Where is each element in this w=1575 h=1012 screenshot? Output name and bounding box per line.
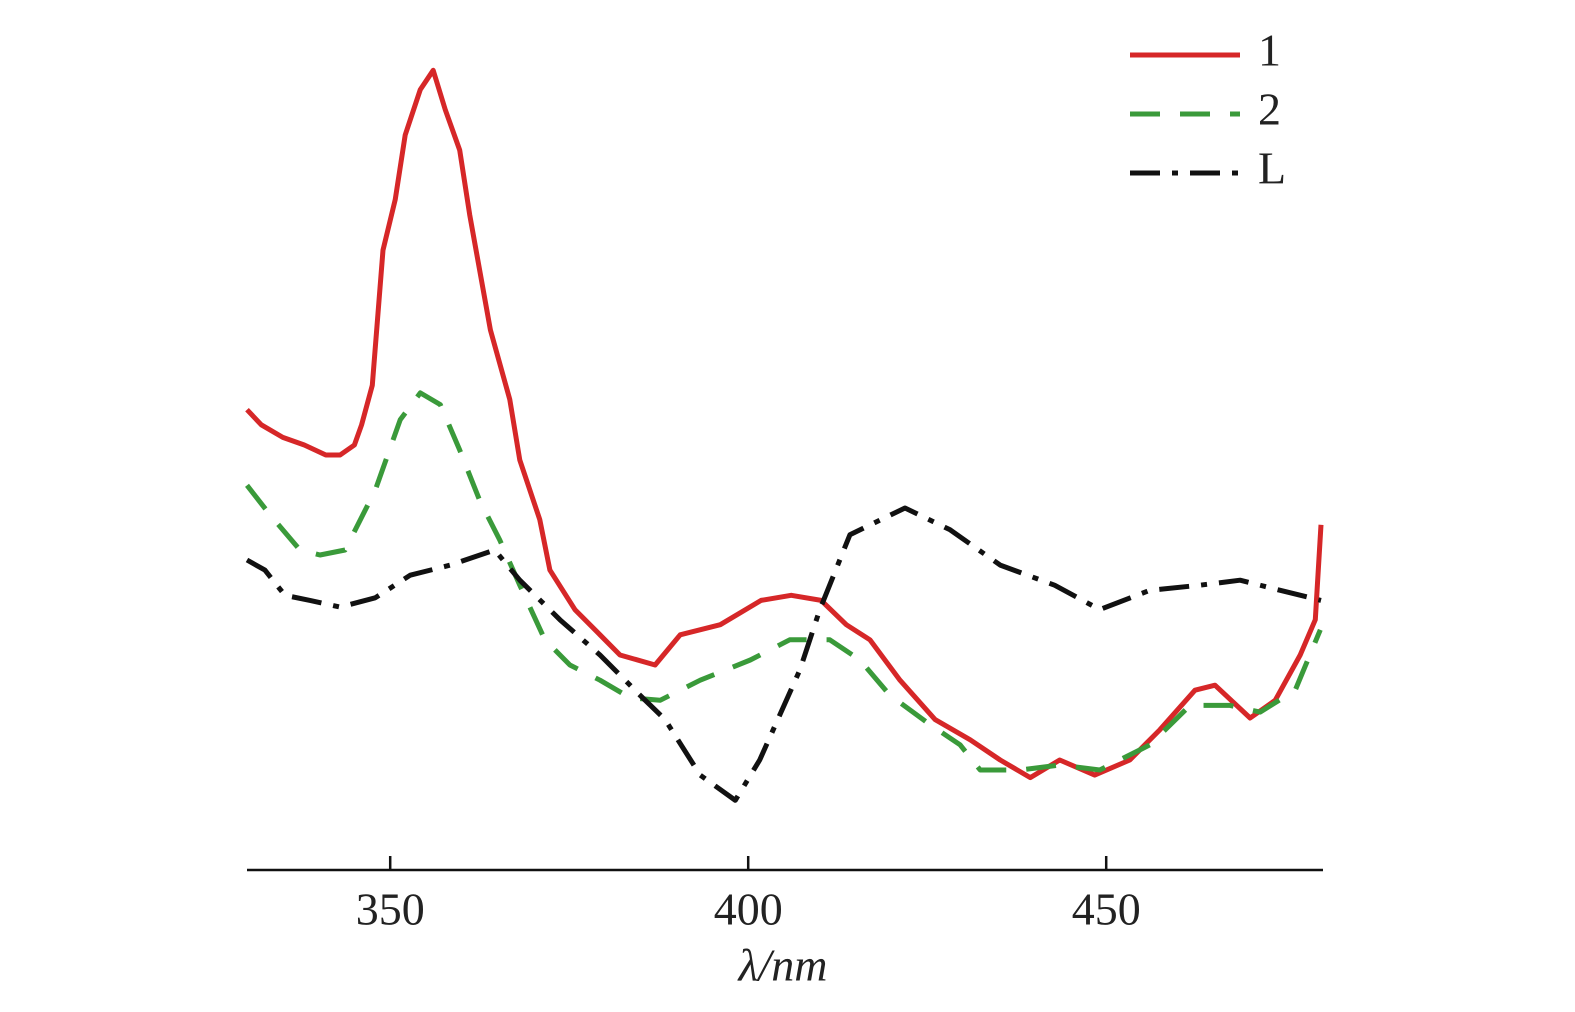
x-tick-label: 350 [356,884,425,935]
data-line [245,390,1323,773]
legend-label: 1 [1258,25,1281,76]
x-tick-label: 450 [1072,884,1141,935]
data-line [245,67,1324,781]
x-tick-label: 400 [714,884,783,935]
legend-label: L [1258,143,1286,194]
legend-label: 2 [1258,84,1281,135]
x-axis-label: λ/nm [737,940,828,991]
data-line [245,505,1322,803]
